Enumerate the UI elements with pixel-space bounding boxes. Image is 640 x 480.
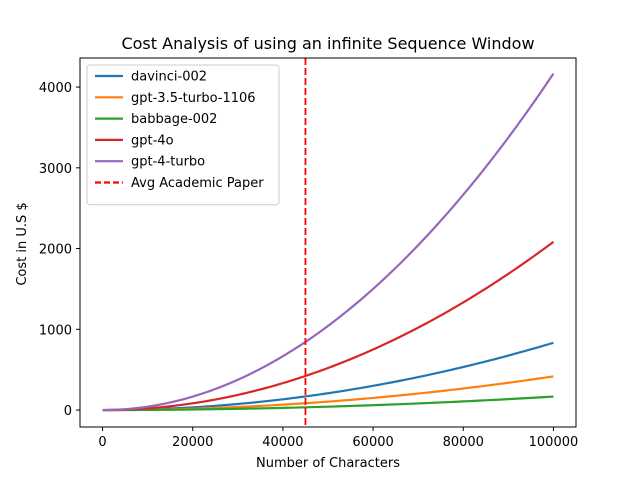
x-tick-label: 40000: [262, 435, 303, 450]
axes-frame: [79, 57, 577, 428]
legend: davinci-002 gpt-3.5-turbo-1106 babbage-002…: [86, 64, 280, 206]
series-layer: [102, 72, 555, 412]
x-tick-label: 100000: [529, 435, 579, 450]
y-tick-label: 3000: [39, 162, 72, 177]
x-axis-label: Number of Characters: [256, 456, 400, 471]
legend-label-avg-academic-paper: Avg Academic Paper: [131, 176, 264, 191]
legend-label-gpt-4-turbo: gpt-4-turbo: [131, 155, 205, 170]
x-tick-label: 60000: [352, 435, 393, 450]
series-line-babbage-002: [102, 395, 554, 412]
y-tick-label: 1000: [39, 323, 72, 338]
legend-label-davinci-002: davinci-002: [131, 70, 207, 85]
legend-label-gpt-4o: gpt-4o: [131, 133, 174, 148]
x-tick-label: 80000: [443, 435, 484, 450]
chart-title: Cost Analysis of using an infinite Seque…: [121, 34, 534, 53]
y-tick-label: 0: [64, 404, 72, 419]
x-tick-label: 0: [98, 435, 106, 450]
legend-label-babbage-002: babbage-002: [131, 112, 217, 127]
axes-layer: [79, 57, 577, 428]
y-tick-label: 2000: [39, 243, 72, 258]
legend-label-gpt-3-5-turbo-1106: gpt-3.5-turbo-1106: [131, 91, 256, 106]
y-tick-label: 4000: [39, 81, 72, 96]
series-line-gpt-4-turbo: [102, 72, 555, 412]
y-axis-label: Cost in U.S $: [15, 202, 30, 285]
ticks-layer: 0 20000 40000 60000 80000 100000 0 1000 2000 3000…: [39, 81, 578, 450]
legend-box: [86, 64, 280, 206]
x-tick-label: 20000: [172, 435, 213, 450]
series-line-gpt-4o: [102, 240, 555, 412]
